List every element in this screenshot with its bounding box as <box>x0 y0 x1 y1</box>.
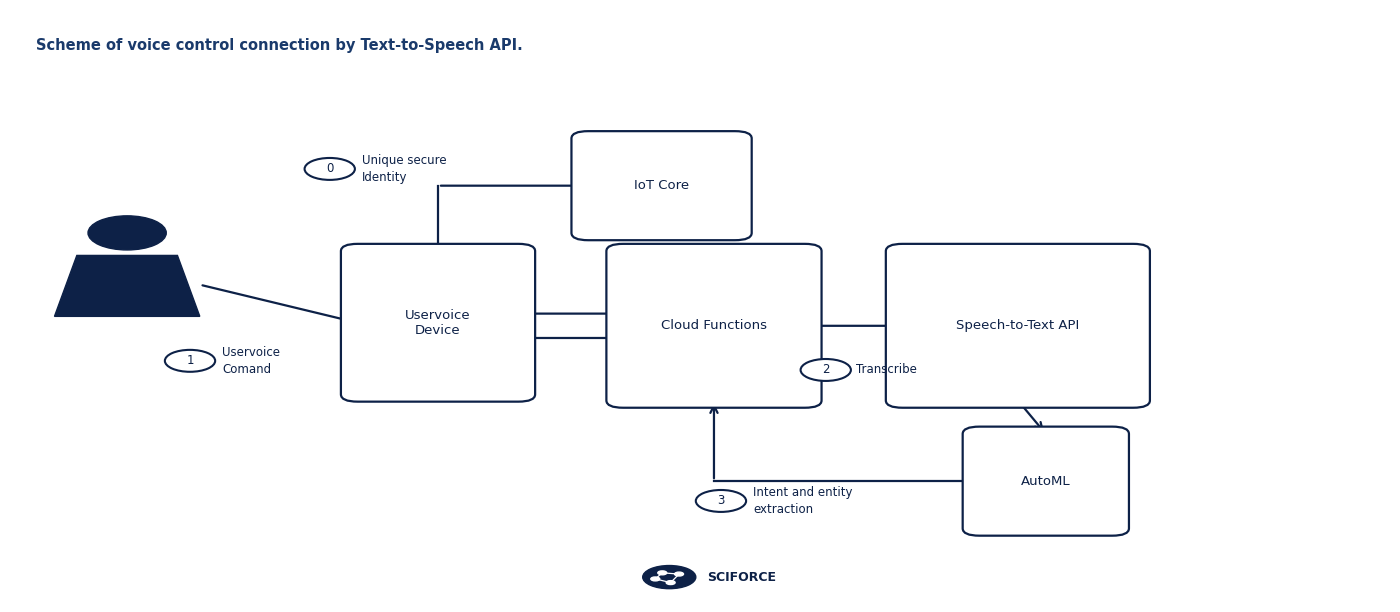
Text: IoT Core: IoT Core <box>634 179 689 192</box>
Text: Unique secure
Identity: Unique secure Identity <box>361 154 447 184</box>
Text: Uservoice
Device: Uservoice Device <box>405 308 470 337</box>
Circle shape <box>696 490 746 512</box>
Circle shape <box>165 350 216 372</box>
Text: Transcribe: Transcribe <box>857 364 917 376</box>
Text: 1: 1 <box>186 354 193 367</box>
Text: AutoML: AutoML <box>1021 475 1071 488</box>
Circle shape <box>305 158 354 180</box>
Text: 3: 3 <box>717 494 725 507</box>
Circle shape <box>658 571 666 575</box>
Circle shape <box>801 359 851 381</box>
FancyBboxPatch shape <box>342 244 535 401</box>
FancyBboxPatch shape <box>571 131 752 240</box>
Circle shape <box>643 565 696 589</box>
Text: Intent and entity
extraction: Intent and entity extraction <box>753 486 853 516</box>
Circle shape <box>675 572 683 576</box>
Circle shape <box>651 577 659 581</box>
Text: 2: 2 <box>822 364 829 376</box>
Text: 0: 0 <box>326 162 333 176</box>
Circle shape <box>88 216 167 250</box>
Text: Speech-to-Text API: Speech-to-Text API <box>956 319 1079 332</box>
Circle shape <box>666 581 675 584</box>
Text: SCIFORCE: SCIFORCE <box>707 570 776 584</box>
Text: Uservoice
Comand: Uservoice Comand <box>223 346 280 376</box>
FancyBboxPatch shape <box>963 427 1128 536</box>
FancyBboxPatch shape <box>886 244 1149 408</box>
Text: Cloud Functions: Cloud Functions <box>661 319 767 332</box>
FancyBboxPatch shape <box>606 244 822 408</box>
Text: Scheme of voice control connection by Text-to-Speech API.: Scheme of voice control connection by Te… <box>36 38 524 53</box>
Polygon shape <box>55 255 200 316</box>
